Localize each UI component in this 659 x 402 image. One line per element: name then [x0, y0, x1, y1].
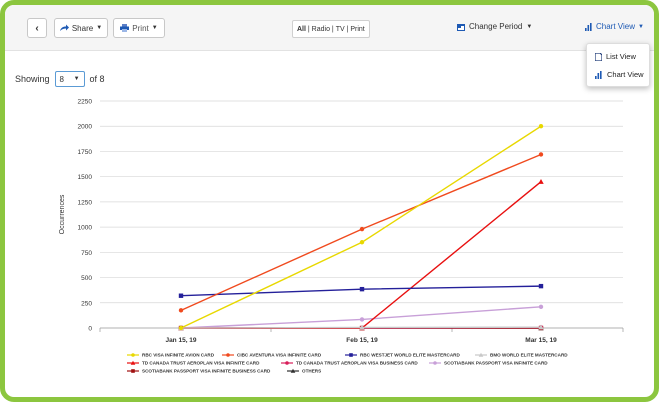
y-tick-label: 750: [81, 250, 92, 257]
showing-count-select[interactable]: 8 ▼: [54, 71, 85, 87]
legend-label: SCOTIABANK PASSPORT VISA INFINITE BUSINE…: [142, 369, 271, 374]
view-menu-item-label: List View: [606, 52, 636, 61]
legend-swatch-marker: [131, 353, 135, 357]
share-button[interactable]: Share ▼: [54, 18, 108, 38]
legend-item: SCOTIABANK PASSPORT VISA INFINITE BUSINE…: [127, 369, 271, 374]
media-link-print[interactable]: Print: [350, 25, 365, 33]
legend-item: TD CANADA TRUST AEROPLAN VISA INFINITE C…: [127, 360, 260, 366]
legend-label: RBC WESTJET WORLD ELITE MASTERCARD: [360, 353, 460, 358]
data-point: [178, 308, 184, 313]
bar-chart-icon: [585, 22, 592, 31]
y-tick-label: 0: [88, 326, 92, 333]
media-filter-links: All | Radio | TV | Print: [292, 20, 370, 38]
legend-swatch-marker: [226, 353, 230, 357]
x-tick-label: Mar 15, 19: [525, 337, 557, 344]
legend-item: RBC VISA INFINITE AVION CARD: [127, 353, 215, 358]
bar-chart-icon: [595, 70, 602, 79]
caret-down-icon: ▼: [96, 25, 103, 31]
y-tick-label: 1250: [78, 199, 93, 206]
change-period-label: Change Period: [469, 22, 523, 31]
data-point: [178, 325, 184, 331]
x-tick-label: Feb 15, 19: [346, 337, 378, 344]
legend-label: CIBC AVENTURA VISA INFINITE CARD: [237, 353, 322, 358]
media-link-tv[interactable]: TV: [335, 25, 345, 33]
y-axis-label: Occurrences: [59, 194, 66, 234]
toolbar: ‹ Share ▼ Print ▼ All | Radio | TV |: [5, 5, 654, 51]
data-point: [538, 324, 544, 330]
legend-item: RBC WESTJET WORLD ELITE MASTERCARD: [345, 353, 460, 358]
printer-icon: [120, 24, 130, 32]
legend-label: RBC VISA INFINITE AVION CARD: [142, 353, 215, 358]
data-point: [359, 226, 365, 232]
legend-item: CIBC AVENTURA VISA INFINITE CARD: [222, 353, 322, 358]
print-button[interactable]: Print ▼: [113, 18, 165, 38]
showing-control: Showing 8 ▼ of 8: [15, 71, 105, 87]
showing-prefix: Showing: [15, 74, 50, 84]
legend-swatch-marker: [285, 361, 289, 365]
caret-down-icon: ▼: [637, 23, 644, 30]
data-point: [538, 124, 544, 129]
y-tick-label: 1750: [78, 149, 93, 156]
caret-down-icon: ▼: [151, 25, 158, 31]
back-button[interactable]: ‹: [27, 18, 47, 38]
view-toggle-button[interactable]: Chart View ▼: [585, 22, 644, 31]
legend-swatch-marker: [131, 369, 135, 373]
data-point: [538, 283, 544, 289]
y-tick-label: 500: [81, 275, 92, 282]
legend-swatch-marker: [130, 360, 136, 365]
view-menu: List View Chart View: [586, 43, 650, 87]
y-tick-label: 2000: [78, 124, 93, 131]
legend-swatch-marker: [433, 361, 437, 365]
chevron-left-icon: ‹: [35, 22, 39, 34]
legend-item: TD CANADA TRUST AEROPLAN VISA BUSINESS C…: [281, 361, 418, 366]
change-period-button[interactable]: Change Period ▼: [457, 22, 532, 31]
view-menu-item-list[interactable]: List View: [595, 52, 636, 61]
data-point: [359, 324, 365, 330]
y-tick-label: 250: [81, 300, 92, 307]
showing-suffix: of 8: [89, 74, 105, 84]
series-line: [181, 181, 542, 329]
data-point: [359, 286, 365, 292]
legend-label: TD CANADA TRUST AEROPLAN VISA INFINITE C…: [142, 361, 260, 366]
legend-swatch-marker: [349, 353, 353, 357]
chart-view-label: Chart View: [596, 22, 635, 31]
legend-label: TD CANADA TRUST AEROPLAN VISA BUSINESS C…: [296, 361, 418, 366]
caret-down-icon: ▼: [526, 23, 533, 30]
share-label: Share: [71, 23, 94, 33]
print-label: Print: [132, 23, 149, 33]
series-line: [180, 306, 542, 329]
y-tick-label: 1500: [78, 174, 93, 181]
legend-swatch-marker: [290, 368, 296, 373]
legend-swatch-marker: [478, 352, 484, 357]
data-point: [359, 317, 365, 322]
view-menu-item-label: Chart View: [607, 70, 644, 79]
x-tick-label: Jan 15, 19: [165, 337, 196, 344]
data-point: [538, 152, 544, 157]
media-link-all[interactable]: All: [297, 25, 306, 33]
view-menu-item-chart[interactable]: Chart View: [595, 70, 644, 79]
legend-label: SCOTIABANK PASSPORT VISA INFINITE CARD: [444, 361, 548, 366]
calendar-icon: [457, 23, 465, 31]
share-arrow-icon: [59, 24, 69, 31]
data-point: [359, 240, 365, 245]
legend-item: BMO WORLD ELITE MASTERCARD: [475, 352, 568, 358]
legend-label: OTHERS: [302, 369, 321, 374]
media-link-radio[interactable]: Radio: [311, 25, 330, 33]
data-point: [178, 293, 184, 298]
legend-label: BMO WORLD ELITE MASTERCARD: [490, 353, 568, 358]
showing-selected: 8: [59, 74, 64, 84]
data-point: [538, 179, 544, 184]
y-tick-label: 2250: [78, 99, 93, 106]
legend-item: SCOTIABANK PASSPORT VISA INFINITE CARD: [429, 361, 548, 366]
legend-item: OTHERS: [287, 368, 321, 374]
caret-down-icon: ▼: [73, 76, 80, 82]
data-point: [538, 304, 544, 310]
line-chart: 0 250 500 750 1000 1250 1500 1750 2000 2250 Jan 15…: [59, 99, 624, 374]
y-tick-label: 1000: [78, 225, 93, 232]
